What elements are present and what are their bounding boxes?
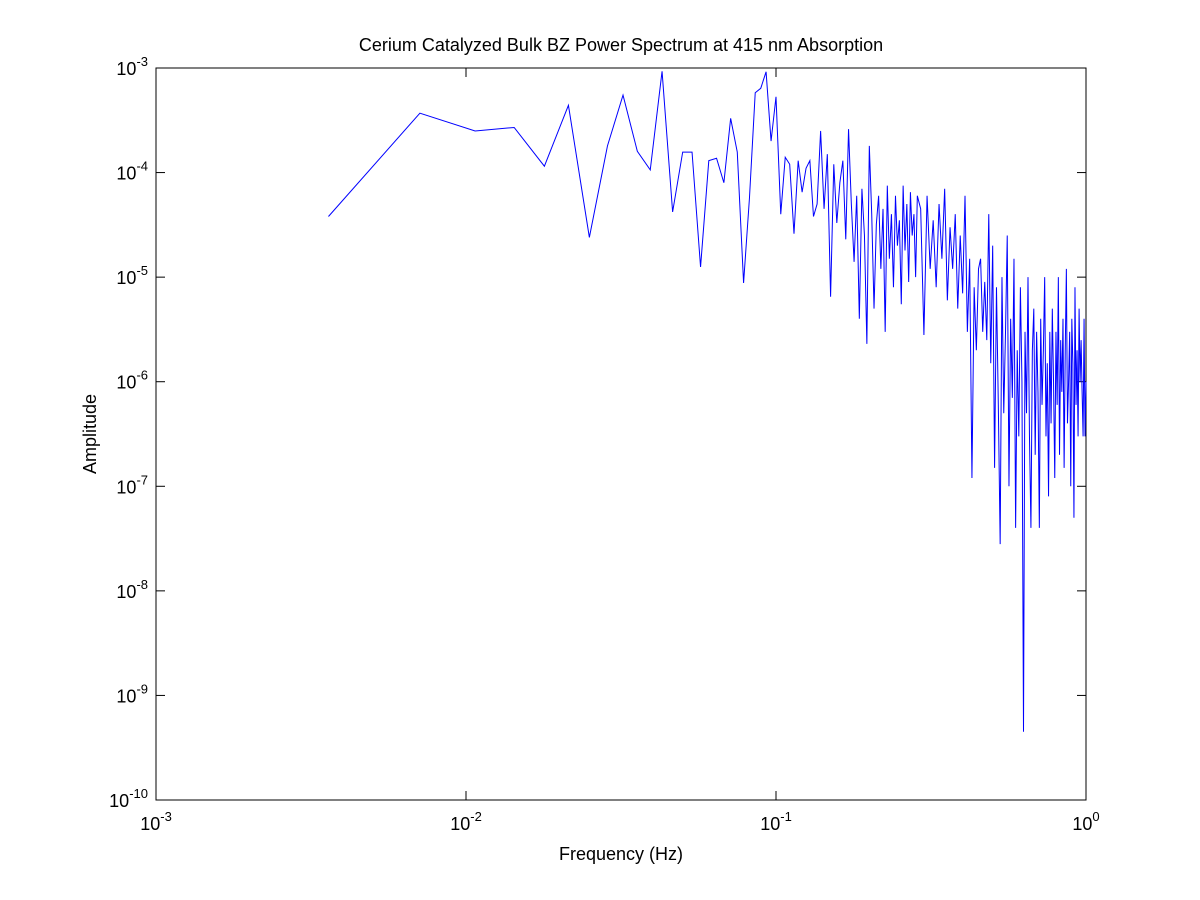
tick-label: 100 [1072, 809, 1099, 834]
tick-label: 10-2 [450, 809, 482, 834]
x-axis-label: Frequency (Hz) [559, 844, 683, 864]
y-axis-label: Amplitude [80, 394, 100, 474]
tick-label: 10-5 [116, 263, 148, 288]
tick-label: 10-7 [116, 472, 148, 497]
tick-label: 10-4 [116, 159, 148, 184]
tick-label: 10-3 [116, 54, 148, 79]
plot-frame [155, 67, 1087, 801]
tick-label: 10-10 [109, 786, 148, 811]
tick-label: 10-3 [140, 809, 172, 834]
tick-label: 10-9 [116, 681, 148, 706]
data-line [328, 71, 1087, 732]
tick-label: 10-8 [116, 577, 148, 602]
tick-label: 10-6 [116, 368, 148, 393]
tick-label: 10-1 [760, 809, 792, 834]
chart-title: Cerium Catalyzed Bulk BZ Power Spectrum … [359, 35, 883, 55]
